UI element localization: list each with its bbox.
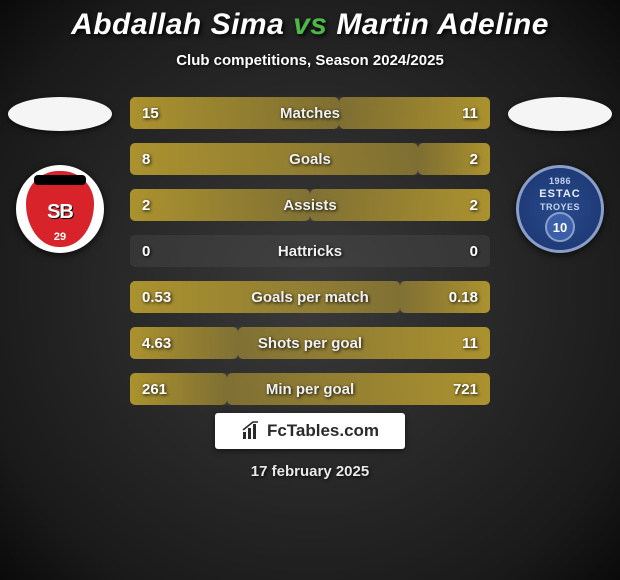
comparison-title: Abdallah Sima vs Martin Adeline <box>71 8 549 42</box>
date-text: 17 february 2025 <box>251 463 369 480</box>
stat-label: Goals per match <box>130 281 490 313</box>
stat-label: Hattricks <box>130 235 490 267</box>
subtitle: Club competitions, Season 2024/2025 <box>176 52 444 69</box>
main-area: SB 29 1986 ESTAC TROYES 10 1511Matches 82… <box>0 97 620 407</box>
vs-label: vs <box>293 8 327 41</box>
sb-band <box>34 175 86 185</box>
stat-label: Assists <box>130 189 490 221</box>
sb-number: 29 <box>26 231 94 243</box>
left-flag-oval <box>8 97 112 131</box>
estac-number: 10 <box>545 212 575 242</box>
sb-shield: SB 29 <box>26 171 94 247</box>
left-badge-column: SB 29 <box>0 97 120 253</box>
stat-row: 82Goals <box>130 143 490 175</box>
stat-label: Shots per goal <box>130 327 490 359</box>
brand-logo-icon <box>241 421 261 441</box>
stat-row: 1511Matches <box>130 97 490 129</box>
player1-name: Abdallah Sima <box>71 8 284 41</box>
content-wrapper: Abdallah Sima vs Martin Adeline Club com… <box>0 0 620 580</box>
brand-text: FcTables.com <box>267 421 379 441</box>
right-badge-column: 1986 ESTAC TROYES 10 <box>500 97 620 253</box>
stat-row: 22Assists <box>130 189 490 221</box>
stat-row: 4.6311Shots per goal <box>130 327 490 359</box>
stat-row: 261721Min per goal <box>130 373 490 405</box>
sb-initials: SB <box>47 201 73 224</box>
footer: FcTables.com 17 february 2025 <box>215 413 405 480</box>
left-club-badge: SB 29 <box>16 165 104 253</box>
stat-row: 0.530.18Goals per match <box>130 281 490 313</box>
right-club-badge: 1986 ESTAC TROYES 10 <box>516 165 604 253</box>
estac-year: 1986 <box>549 176 571 186</box>
estac-name: ESTAC <box>539 188 580 200</box>
stats-container: 1511Matches 82Goals 22Assists 00Hattricks 0.… <box>130 97 490 419</box>
player2-name: Martin Adeline <box>336 8 549 41</box>
stat-label: Goals <box>130 143 490 175</box>
stat-label: Min per goal <box>130 373 490 405</box>
stat-label: Matches <box>130 97 490 129</box>
stat-row: 00Hattricks <box>130 235 490 267</box>
estac-city: TROYES <box>540 202 580 212</box>
right-flag-oval <box>508 97 612 131</box>
